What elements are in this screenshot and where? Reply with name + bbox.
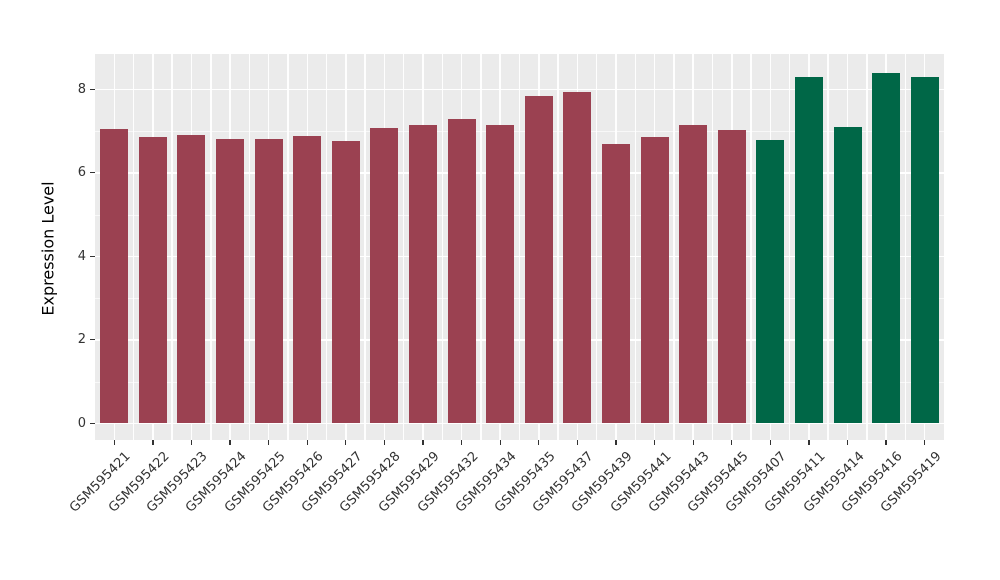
bar-GSM595427 [331,141,360,424]
y-tick-label: 2 [77,332,86,348]
x-tick-mark [383,440,386,445]
gridline-v-minor [866,54,868,440]
y-tick-mark [90,172,95,174]
bar-GSM595422 [138,137,167,424]
x-tick-mark [885,440,887,445]
x-tick-mark [538,440,540,445]
y-tick-label: 8 [77,81,86,97]
bar-GSM595434 [486,124,515,424]
bar-GSM595432 [447,118,476,424]
bar-GSM595445 [717,129,746,424]
x-tick-mark [113,440,115,445]
bar-GSM595435 [524,95,553,424]
y-tick-label: 0 [77,415,86,431]
bar-GSM595416 [872,73,901,424]
bar-GSM595429 [409,124,438,424]
gridline-v-minor [634,54,637,440]
bar-GSM595407 [756,139,785,424]
x-tick-mark [576,440,579,445]
plot-panel [95,54,944,440]
x-tick-mark [268,440,270,445]
gridline-v-minor [480,54,482,440]
x-tick-mark [306,440,308,445]
gridline-v-minor [673,54,675,440]
bar-GSM595439 [601,143,630,424]
gridline-v-minor [557,54,559,440]
x-tick-mark [653,440,656,445]
gridline-v-minor [750,54,752,440]
bar-GSM595437 [563,92,592,424]
y-tick-mark [90,255,95,257]
gridline-v-minor [904,54,907,440]
x-tick-mark [422,440,424,445]
bar-GSM595425 [254,138,283,424]
x-tick-mark [769,440,771,445]
bar-GSM595411 [794,76,823,424]
gridline-v-minor [287,54,289,440]
x-tick-mark [808,440,810,445]
gridline-v-minor [171,54,173,440]
bar-GSM595443 [679,124,708,424]
x-tick-mark [190,440,193,445]
gridline-v-minor [248,54,251,440]
x-tick-mark [615,440,617,445]
x-tick-mark [229,440,231,445]
gridline-v-minor [325,54,328,440]
bar-GSM595441 [640,137,669,424]
bar-GSM595419 [910,76,939,424]
gridline-v-minor [441,54,444,440]
x-tick-mark [924,440,926,445]
gridline-v-minor [132,54,135,440]
x-tick-mark [345,440,347,445]
x-tick-mark [460,440,463,445]
bar-GSM595414 [833,126,862,424]
gridline-v-minor [788,54,791,440]
y-tick-mark [90,339,95,341]
bar-GSM595424 [216,139,245,424]
y-tick-mark [90,422,95,424]
gridline-v-minor [518,54,521,440]
bar-GSM595423 [177,135,206,424]
y-tick-label: 6 [77,165,86,181]
bar-GSM595426 [293,136,322,424]
gridline-v-minor [827,54,829,440]
gridline-v-minor [711,54,714,440]
x-tick-mark [499,440,501,445]
x-tick-mark [692,440,694,445]
x-tick-mark [152,440,154,445]
x-tick-mark [846,440,849,445]
gridline-v-minor [402,54,405,440]
bar-GSM595428 [370,127,399,424]
gridline-v-minor [595,54,598,440]
bar-GSM595421 [100,128,129,424]
y-tick-label: 4 [77,248,86,264]
x-tick-mark [731,440,733,445]
gridline-v-minor [364,54,366,440]
y-tick-mark [90,88,95,90]
gridline-v-minor [210,54,212,440]
